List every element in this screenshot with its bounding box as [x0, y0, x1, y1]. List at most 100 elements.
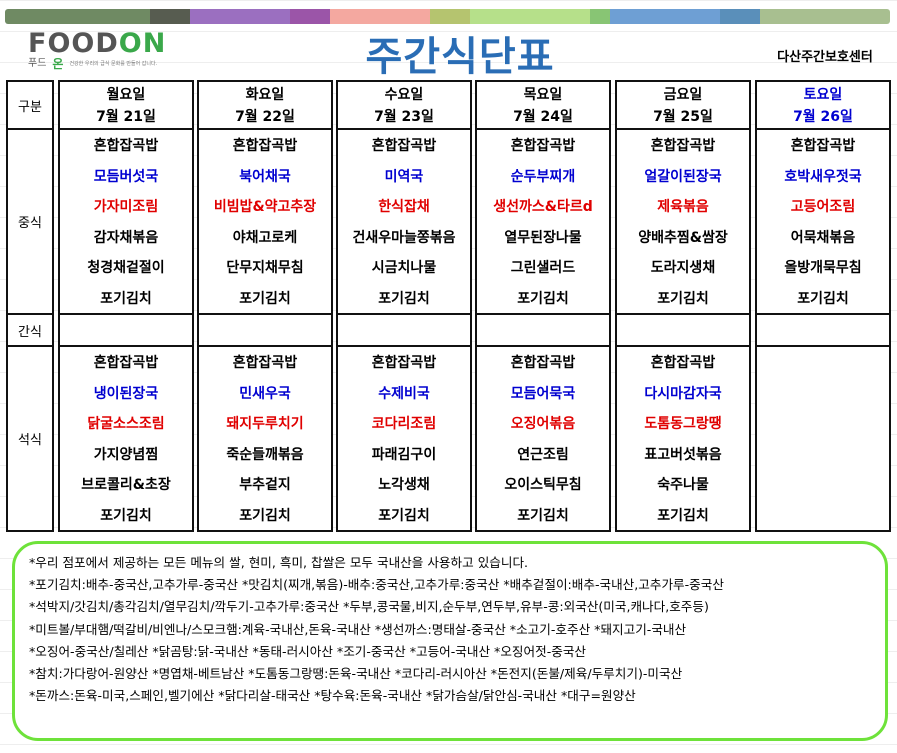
- menu-item: 고등어조림: [790, 199, 856, 216]
- menu-item: 포기김치: [378, 507, 430, 524]
- menu-item: 혼합잡곡밥: [510, 355, 576, 372]
- color-bar-segment: [5, 9, 150, 24]
- day-date: 7월 22일: [235, 109, 295, 125]
- snack-cell: [475, 313, 611, 347]
- color-bar-segment: [150, 9, 190, 24]
- day-date: 7월 21일: [96, 109, 156, 125]
- color-bar: [5, 9, 890, 24]
- snack-cell: [615, 313, 751, 347]
- color-bar-segment: [190, 9, 290, 24]
- menu-item: 포기김치: [517, 507, 569, 524]
- menu-item: 양배추찜&쌈장: [638, 229, 728, 246]
- note-line: *석박지/갓김치/총각김치/열무김치/깍두기-고추가루:중국산 *두부,콩국물,…: [29, 599, 709, 615]
- snack-label: 간식: [6, 313, 54, 347]
- lunch-cell: 혼합잡곡밥 호박새우젓국 고등어조림 어묵채볶음 올방개묵무침 포기김치: [755, 128, 891, 315]
- menu-item: 단무지채무침: [226, 260, 304, 277]
- day-name: 금요일: [663, 87, 703, 103]
- menu-item: 그린샐러드: [510, 260, 576, 277]
- day-header: 수요일 7월 23일: [336, 80, 472, 130]
- menu-item: 냉이된장국: [93, 385, 159, 402]
- menu-item: 포기김치: [797, 290, 849, 307]
- header-label: 구분: [6, 80, 54, 130]
- logo-wordmark: FOODON: [28, 28, 167, 59]
- menu-item: 부추겉지: [239, 477, 291, 494]
- lunch-cell: 혼합잡곡밥 모듬버섯국 가자미조림 감자채볶음 청경채겉절이 포기김치: [58, 128, 194, 315]
- dinner-cell: [755, 345, 891, 532]
- dinner-cell: 혼합잡곡밥 다시마감자국 도톰동그랑땡 표고버섯볶음 숙주나물 포기김치: [615, 345, 751, 532]
- day-name: 토요일: [803, 87, 843, 103]
- menu-item: 민새우국: [239, 385, 291, 402]
- menu-item: 코다리조림: [371, 416, 437, 433]
- foodon-logo: FOODON 푸드 온 건강한 우리의 급식 문화를 만들어 갑니다.: [28, 30, 198, 72]
- menu-item: 포기김치: [657, 507, 709, 524]
- dinner-cell: 혼합잡곡밥 수제비국 코다리조림 파래김구이 노각생채 포기김치: [336, 345, 472, 532]
- snack-cell: [755, 313, 891, 347]
- snack-cell: [336, 313, 472, 347]
- snack-cell: [197, 313, 333, 347]
- note-line: *포기김치:배추-중국산,고추가루-중국산 *맛김치(찌개,볶음)-배추:중국산…: [29, 577, 724, 593]
- menu-item: 순두부찌개: [510, 168, 576, 185]
- page-title: 주간식단표: [365, 34, 555, 80]
- menu-item: 열무된장나물: [504, 229, 582, 246]
- dinner-cell: 혼합잡곡밥 냉이된장국 닭굴소스조림 가지양념찜 브로콜리&초장 포기김치: [58, 345, 194, 532]
- menu-item: 오이스틱무침: [504, 477, 582, 494]
- menu-item: 혼합잡곡밥: [93, 355, 159, 372]
- day-name: 목요일: [523, 87, 563, 103]
- menu-item: 포기김치: [239, 290, 291, 307]
- lunch-cell: 혼합잡곡밥 북어채국 비빔밥&약고추장 야채고로케 단무지채무침 포기김치: [197, 128, 333, 315]
- menu-item: 건새우마늘쫑볶음: [352, 229, 456, 246]
- dinner-label: 석식: [6, 345, 54, 532]
- menu-item: 돼지두루치기: [226, 416, 304, 433]
- menu-item: 올방개묵무침: [784, 260, 862, 277]
- note-line: *오징어-중국산/칠레산 *닭곰탕:닭-국내산 *동태-러시아산 *조기-중국산…: [29, 643, 586, 659]
- menu-item: 모듬버섯국: [93, 168, 159, 185]
- menu-item: 혼합잡곡밥: [371, 138, 437, 155]
- origin-notes: *우리 점포에서 제공하는 모든 메뉴의 쌀, 현미, 흑미, 찹쌀은 모두 국…: [12, 541, 888, 741]
- dinner-cell: 혼합잡곡밥 모듬어묵국 오징어볶음 연근조림 오이스틱무침 포기김치: [475, 345, 611, 532]
- menu-item: 포기김치: [100, 290, 152, 307]
- note-line: *참치:가다랑어-원양산 *명엽채-베트남산 *도톰동그랑땡:돈육-국내산 *코…: [29, 666, 683, 682]
- menu-item: 포기김치: [517, 290, 569, 307]
- menu-item: 포기김치: [100, 507, 152, 524]
- menu-item: 가지양념찜: [93, 446, 159, 463]
- lunch-cell: 혼합잡곡밥 얼갈이된장국 제육볶음 양배추찜&쌈장 도라지생채 포기김치: [615, 128, 751, 315]
- color-bar-segment: [610, 9, 720, 24]
- day-header: 토요일 7월 26일: [755, 80, 891, 130]
- menu-item: 죽순들깨볶음: [226, 446, 304, 463]
- menu-item: 제육볶음: [657, 199, 709, 216]
- day-header: 월요일 7월 21일: [58, 80, 194, 130]
- menu-item: 생선까스&타르d: [493, 199, 593, 216]
- menu-item: 혼합잡곡밥: [93, 138, 159, 155]
- menu-item: 혼합잡곡밥: [650, 138, 716, 155]
- day-name: 화요일: [245, 87, 285, 103]
- menu-item: 혼합잡곡밥: [232, 355, 298, 372]
- note-line: *우리 점포에서 제공하는 모든 메뉴의 쌀, 현미, 흑미, 찹쌀은 모두 국…: [29, 555, 529, 570]
- menu-item: 닭굴소스조림: [87, 416, 165, 433]
- menu-item: 어묵채볶음: [790, 229, 856, 246]
- day-name: 월요일: [106, 87, 146, 103]
- menu-item: 비빔밥&약고추장: [213, 199, 317, 216]
- menu-item: 포기김치: [239, 507, 291, 524]
- color-bar-segment: [330, 9, 430, 24]
- menu-item: 파래김구이: [371, 446, 437, 463]
- color-bar-segment: [470, 9, 590, 24]
- menu-item: 호박새우젓국: [784, 168, 862, 185]
- menu-item: 혼합잡곡밥: [510, 138, 576, 155]
- note-line: *돈까스:돈육-미국,스페인,벨기에산 *닭다리살-태국산 *탕수육:돈육-국내…: [29, 688, 636, 704]
- center-name: 다산주간보호센터: [777, 50, 873, 65]
- day-date: 7월 25일: [653, 109, 713, 125]
- color-bar-segment: [760, 9, 890, 24]
- menu-item: 감자채볶음: [93, 229, 159, 246]
- menu-item: 혼합잡곡밥: [650, 355, 716, 372]
- day-header: 금요일 7월 25일: [615, 80, 751, 130]
- menu-item: 수제비국: [378, 385, 430, 402]
- menu-item: 노각생채: [378, 477, 430, 494]
- menu-item: 한식잡채: [378, 199, 430, 216]
- menu-item: 다시마감자국: [644, 385, 722, 402]
- day-date: 7월 24일: [513, 109, 573, 125]
- note-line: *미트볼/부대햄/떡갈비/비엔나/스모크햄:계육-국내산,돈육-국내산 *생선까…: [29, 621, 687, 637]
- snack-cell: [58, 313, 194, 347]
- menu-item: 가자미조림: [93, 199, 159, 216]
- menu-item: 혼합잡곡밥: [232, 138, 298, 155]
